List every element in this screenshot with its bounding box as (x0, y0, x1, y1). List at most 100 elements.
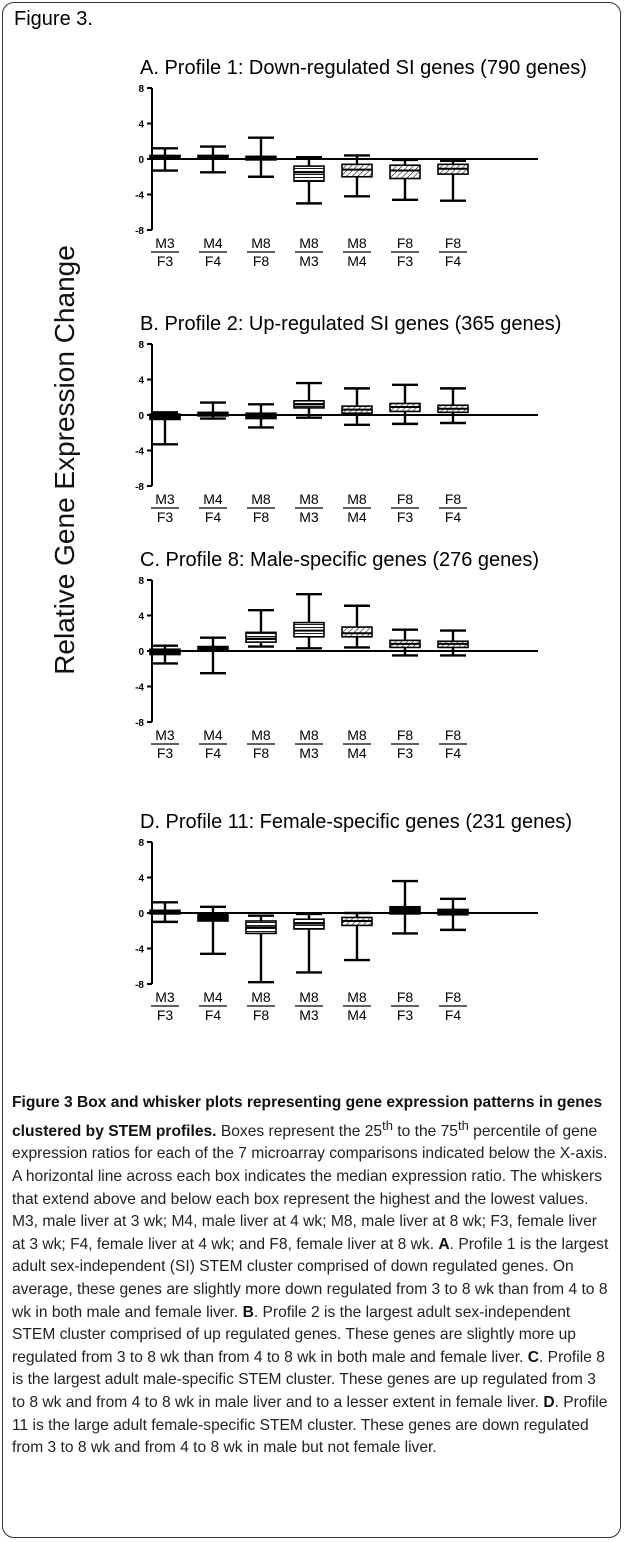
box-2 (197, 905, 229, 956)
category-numerator: M8 (251, 989, 271, 1005)
box-4 (293, 156, 325, 205)
category-numerator: F8 (445, 491, 462, 507)
box-1 (149, 411, 181, 446)
caption-label-a: A (438, 1235, 450, 1253)
category-denominator: F3 (397, 1007, 414, 1023)
category-denominator: F4 (205, 509, 222, 525)
y-tick-label: -8 (135, 718, 144, 729)
category-denominator: F3 (397, 253, 414, 269)
caption-text-1a: Boxes represent the 25 (220, 1122, 383, 1140)
caption-sup-2: th (457, 1117, 469, 1133)
category-denominator: F3 (157, 1007, 174, 1023)
figure-label: Figure 3. (14, 8, 93, 30)
category-denominator: F4 (205, 745, 222, 761)
category-denominator: F3 (157, 745, 174, 761)
category-denominator: F4 (205, 253, 222, 269)
category-numerator: M3 (155, 491, 175, 507)
y-tick-label: 8 (138, 340, 144, 351)
box-7 (437, 387, 469, 425)
category-numerator: F8 (397, 235, 414, 251)
caption-text-d: . Profile 11 is the large adult female-s… (12, 1393, 608, 1457)
category-denominator: F8 (253, 509, 270, 525)
category-numerator: M3 (155, 235, 175, 251)
category-numerator: M3 (155, 727, 175, 743)
y-tick-label: 4 (138, 874, 144, 885)
box-3 (245, 403, 277, 429)
box-2 (197, 401, 229, 420)
box-7 (437, 159, 469, 202)
caption-sup-1: th (382, 1117, 393, 1133)
y-tick-label: -8 (135, 482, 144, 493)
y-tick-label: 8 (138, 838, 144, 849)
category-denominator: F4 (445, 509, 462, 525)
category-numerator: M8 (299, 989, 319, 1005)
caption-title: Figure 3 Box and whisker plots represent… (12, 1094, 603, 1140)
category-numerator: M8 (251, 491, 271, 507)
category-numerator: M3 (155, 989, 175, 1005)
box-5 (341, 154, 373, 198)
category-denominator: M4 (347, 253, 367, 269)
category-denominator: F4 (445, 1007, 462, 1023)
box-iqr (293, 165, 325, 182)
panel-b-title: B. Profile 2: Up-regulated SI genes (365… (140, 313, 562, 335)
category-denominator: F4 (445, 253, 462, 269)
category-denominator: F3 (397, 509, 414, 525)
category-denominator: F4 (205, 1007, 222, 1023)
box-2 (197, 145, 229, 174)
category-denominator: F8 (253, 745, 270, 761)
caption-label-b: B (242, 1303, 254, 1321)
category-denominator: F8 (253, 253, 270, 269)
y-tick-label: 4 (138, 376, 144, 387)
y-tick-label: -4 (135, 945, 144, 956)
box-4 (293, 381, 325, 419)
box-2 (197, 636, 229, 675)
caption-text-a: . Profile 1 is the largest adult sex-ind… (12, 1235, 609, 1321)
y-axis-label: Relative Gene Expression Change (49, 245, 80, 675)
y-tick-label: 0 (138, 411, 144, 422)
category-denominator: F4 (445, 745, 462, 761)
panel-d-plot: 8 4 0 -4 -8 M3 F3 M4 F4 M8 F8 M8 M3 M8 M4 F8 F3 F8 F4 (135, 838, 538, 1023)
box-4 (293, 912, 325, 974)
caption-label-d: D (543, 1393, 555, 1411)
panel-d-title: D. Profile 11: Female-specific genes (23… (140, 811, 573, 833)
category-numerator: M4 (203, 727, 223, 743)
box-1 (149, 644, 181, 665)
caption-text-c: . Profile 8 is the largest adult male-sp… (12, 1348, 605, 1411)
category-numerator: M8 (347, 491, 367, 507)
caption-text-b: . Profile 2 is the largest adult sex-ind… (12, 1303, 576, 1366)
category-denominator: M4 (347, 509, 367, 525)
panel-c-title: C. Profile 8: Male-specific genes (276 g… (140, 549, 540, 571)
y-tick-label: -8 (135, 226, 144, 237)
category-denominator: M3 (299, 253, 319, 269)
category-numerator: M8 (251, 727, 271, 743)
y-tick-label: 4 (138, 612, 144, 623)
category-numerator: M8 (347, 235, 367, 251)
category-denominator: M4 (347, 1007, 367, 1023)
y-tick-label: 0 (138, 155, 144, 166)
panel-b-plot: 8 4 0 -4 -8 M3 F3 M4 F4 M8 F8 M8 M3 M8 M4 F8 F3 F8 F4 (135, 340, 538, 525)
category-denominator: F3 (157, 253, 174, 269)
box-5 (341, 604, 373, 649)
box-iqr (245, 631, 277, 643)
category-numerator: M8 (299, 491, 319, 507)
box-5 (341, 387, 373, 426)
category-numerator: F8 (445, 989, 462, 1005)
box-iqr (341, 626, 373, 638)
box-7 (437, 897, 469, 932)
category-denominator: F3 (157, 509, 174, 525)
box-6 (389, 628, 421, 657)
box-iqr (389, 164, 421, 180)
category-numerator: F8 (445, 235, 462, 251)
y-tick-label: -4 (135, 191, 144, 202)
category-numerator: M8 (299, 727, 319, 743)
y-tick-label: 0 (138, 909, 144, 920)
category-numerator: F8 (397, 727, 414, 743)
category-numerator: M8 (347, 989, 367, 1005)
box-4 (293, 593, 325, 650)
category-numerator: M8 (347, 727, 367, 743)
figure-caption: Figure 3 Box and whisker plots represent… (12, 1094, 609, 1457)
category-numerator: F8 (397, 491, 414, 507)
y-tick-label: 4 (138, 120, 144, 131)
y-tick-label: -4 (135, 447, 144, 458)
y-tick-label: 8 (138, 576, 144, 587)
